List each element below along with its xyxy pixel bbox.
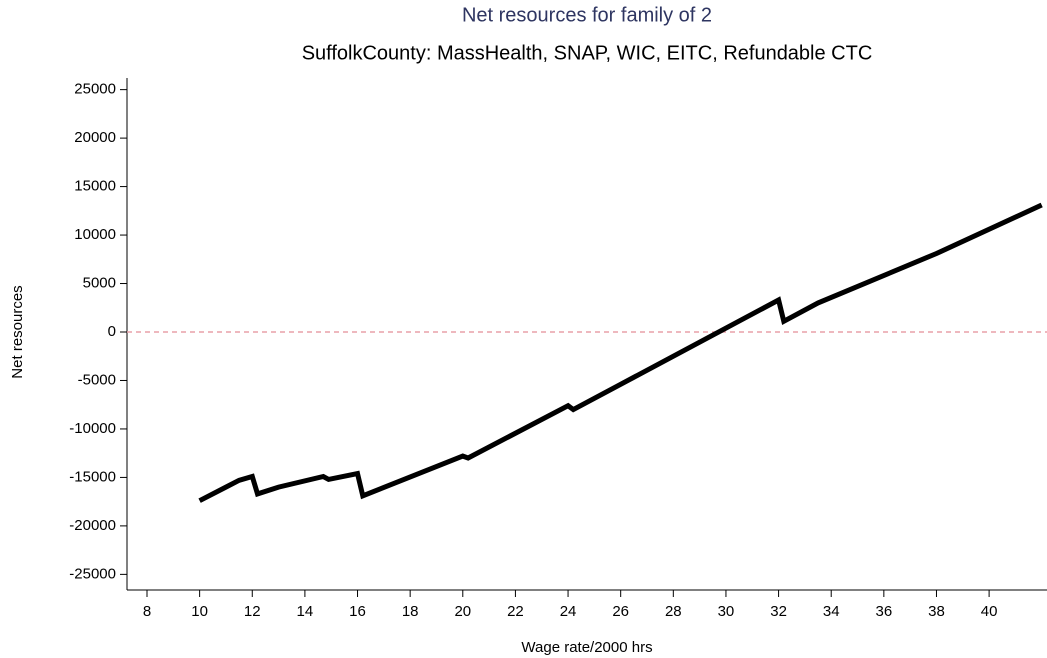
y-tick-label: 5000 bbox=[83, 274, 116, 291]
x-tick-label: 24 bbox=[560, 603, 577, 620]
y-tick-label: 20000 bbox=[74, 129, 116, 146]
x-tick-label: 36 bbox=[875, 603, 892, 620]
data-line bbox=[198, 202, 1043, 503]
y-axis-label: Net resources bbox=[9, 285, 26, 378]
y-tick-label: -10000 bbox=[69, 420, 116, 437]
x-tick-label: 12 bbox=[244, 603, 261, 620]
x-axis-label: Wage rate/2000 hrs bbox=[521, 639, 652, 656]
y-tick-label: 10000 bbox=[74, 226, 116, 243]
x-tick-label: 30 bbox=[718, 603, 735, 620]
y-tick-label: 15000 bbox=[74, 178, 116, 195]
y-tick-label: -20000 bbox=[69, 517, 116, 534]
chart-subtitle: SuffolkCounty: MassHealth, SNAP, WIC, EI… bbox=[302, 42, 873, 64]
x-tick-label: 14 bbox=[297, 603, 314, 620]
y-tick-label: 25000 bbox=[74, 81, 116, 98]
y-tick-label: 0 bbox=[108, 323, 116, 340]
x-tick-label: 8 bbox=[143, 603, 151, 620]
x-tick-label: 34 bbox=[823, 603, 840, 620]
x-tick-label: 20 bbox=[454, 603, 471, 620]
x-tick-label: 28 bbox=[665, 603, 682, 620]
x-tick-label: 32 bbox=[770, 603, 787, 620]
chart-title: Net resources for family of 2 bbox=[462, 4, 712, 26]
x-tick-label: 18 bbox=[402, 603, 419, 620]
x-tick-label: 10 bbox=[191, 603, 208, 620]
y-tick-label: -5000 bbox=[78, 371, 116, 388]
x-tick-label: 40 bbox=[981, 603, 998, 620]
y-tick-label: -25000 bbox=[69, 565, 116, 582]
x-tick-label: 38 bbox=[928, 603, 945, 620]
y-tick-label: -15000 bbox=[69, 468, 116, 485]
x-tick-label: 16 bbox=[349, 603, 366, 620]
x-tick-label: 22 bbox=[507, 603, 524, 620]
x-tick-label: 26 bbox=[612, 603, 629, 620]
